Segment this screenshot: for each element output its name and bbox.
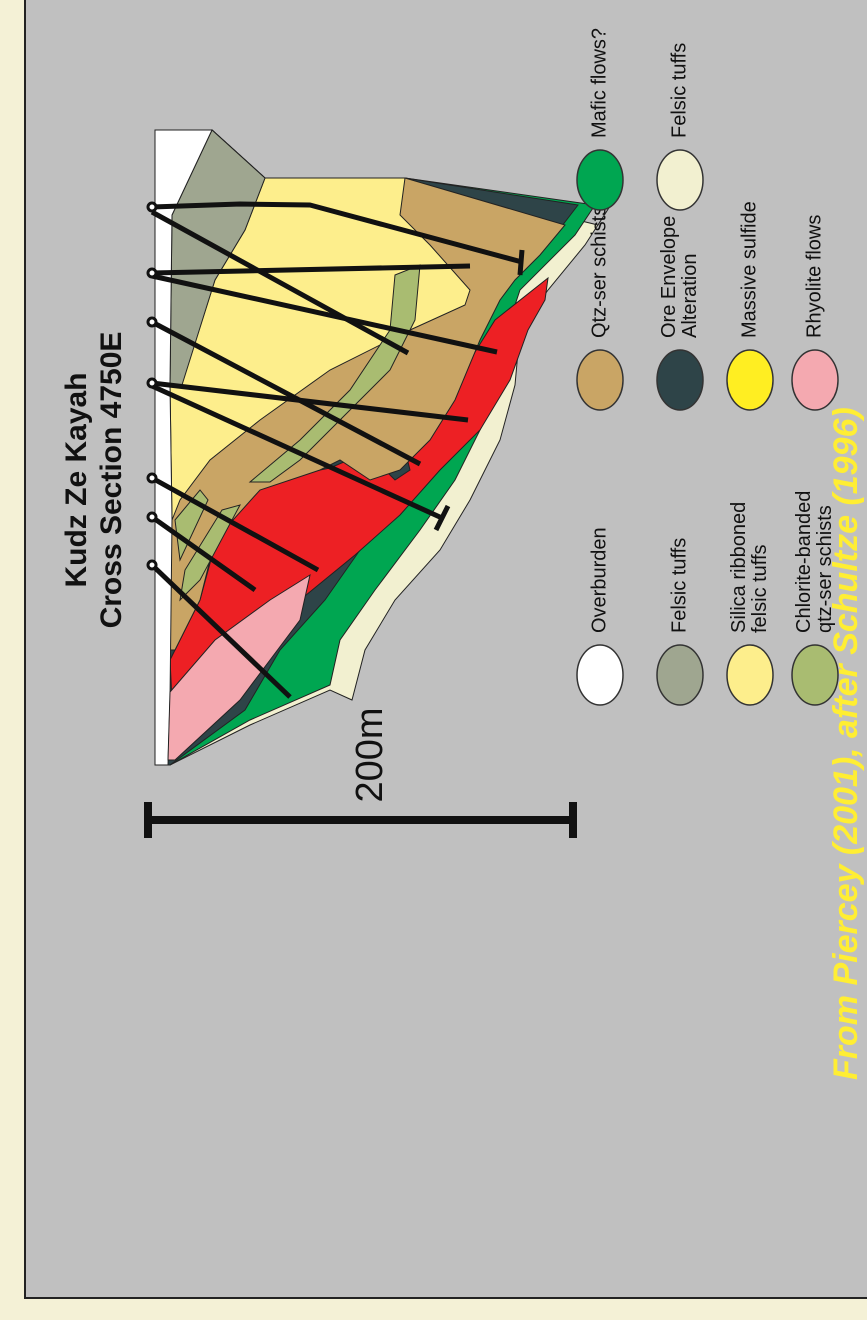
drill-hole	[151, 201, 523, 265]
legend-swatch	[576, 644, 624, 706]
drill-hole	[151, 263, 471, 276]
legend-label: Qtz-ser schists	[588, 206, 610, 338]
legend-swatch	[726, 644, 774, 706]
legend-label: Felsic tuffs	[668, 538, 690, 633]
legend-swatch	[726, 349, 774, 411]
legend-label: qtz-ser schists	[814, 505, 836, 633]
legend-swatch	[791, 644, 839, 706]
cross-section	[154, 129, 613, 766]
collar	[146, 559, 158, 571]
legend-label: felsic tuffs	[749, 544, 771, 633]
legend-swatch	[791, 349, 839, 411]
hole-end-cap	[433, 504, 451, 532]
subtitle: Cross Section 4750E	[95, 332, 128, 629]
legend-swatch	[576, 149, 624, 211]
legend-label: Chlorite-banded	[793, 491, 815, 633]
collar	[146, 316, 158, 328]
drill-holes	[146, 201, 525, 699]
legend-swatch	[656, 349, 704, 411]
scale-bar	[144, 802, 577, 838]
legend-label: Ore Envelope	[658, 216, 680, 338]
drill-hole	[150, 475, 320, 573]
legend-label: Rhyolite flows	[803, 215, 825, 338]
rhyolite-flows	[167, 573, 311, 761]
legend-label: Felsic tuffs	[668, 43, 690, 138]
drill-hole	[150, 319, 422, 467]
legend-label: Mafic flows?	[588, 28, 610, 138]
drill-hole	[151, 273, 498, 355]
title: Kudz Ze Kayah	[60, 372, 93, 587]
drill-hole	[150, 383, 444, 521]
legend-swatch	[656, 644, 704, 706]
credit: From Piercey (2001), after Schultze (199…	[827, 407, 865, 1080]
drill-hole	[151, 380, 469, 423]
rotated-text: Kudz Ze Kayah Cross Section 4750E 200m F…	[60, 28, 865, 1080]
collar	[146, 267, 158, 279]
collars	[146, 201, 158, 571]
drill-hole	[150, 563, 292, 699]
collar	[146, 472, 158, 484]
chlorite-band	[179, 504, 241, 602]
drill-hole	[150, 209, 410, 356]
collar	[146, 201, 158, 213]
legend-label: Massive sulfide	[738, 201, 760, 338]
collar	[146, 377, 158, 389]
scale-label: 200m	[349, 707, 391, 802]
legend-label: Alteration	[679, 254, 701, 339]
chlorite-band	[248, 264, 421, 483]
legend-label: Overburden	[588, 527, 610, 633]
hole-end-cap	[517, 249, 525, 276]
legend-swatch	[576, 349, 624, 411]
legend-swatch	[656, 149, 704, 211]
legend-label: Silica ribboned	[728, 502, 750, 633]
drill-hole	[150, 514, 257, 593]
overburden	[154, 129, 213, 766]
collar	[146, 511, 158, 523]
